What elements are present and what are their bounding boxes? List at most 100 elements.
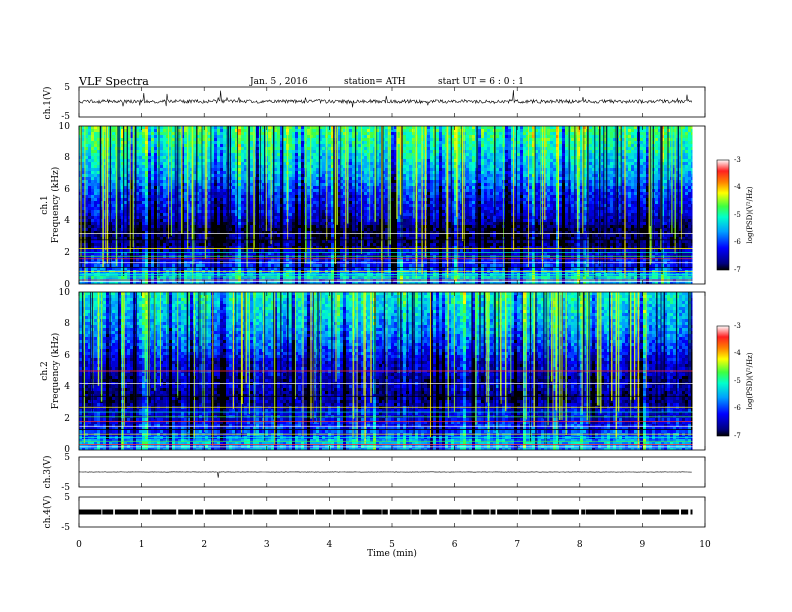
spectrogram-cell: [91, 201, 95, 205]
spectrogram-cell: [310, 225, 314, 229]
spectrogram-cell: [166, 153, 170, 157]
spectrogram-cell: [139, 192, 143, 196]
spectrogram-cell: [280, 177, 284, 181]
spectrogram-cell: [94, 279, 98, 283]
spectrogram-cell: [121, 186, 125, 190]
spectrogram-cell: [268, 279, 272, 283]
spectrogram-cell: [148, 210, 152, 214]
spectrogram-cell: [232, 219, 236, 223]
spectrogram-cell: [214, 267, 218, 271]
spectrogram-cell: [118, 279, 122, 283]
spectrogram-cell: [343, 210, 347, 214]
spectrogram-cell: [97, 237, 101, 241]
spectrogram-cell: [352, 183, 356, 187]
spectrogram-cell: [280, 144, 284, 148]
spectrogram-cell: [238, 162, 242, 166]
spectrogram-cell: [154, 186, 158, 190]
spectrogram-cell: [349, 141, 353, 145]
spectrogram-cell: [214, 168, 218, 172]
spectrogram-cell: [181, 246, 185, 250]
spectrogram-cell: [181, 234, 185, 238]
spectrogram-cell: [124, 153, 128, 157]
spectrogram-cell: [244, 171, 248, 175]
spectrogram-cell: [328, 234, 332, 238]
spectrogram-cell: [340, 225, 344, 229]
spectrogram-cell: [316, 183, 320, 187]
spectrogram-cell: [316, 228, 320, 232]
spectrogram-cell: [352, 186, 356, 190]
spectrogram-cell: [154, 180, 158, 184]
spectrogram-cell: [145, 279, 149, 283]
spectrogram-cell: [328, 165, 332, 169]
spectrogram-cell: [148, 264, 152, 268]
spectrogram-cell: [292, 168, 296, 172]
spectrogram-cell: [220, 186, 224, 190]
spectrogram-cell: [244, 237, 248, 241]
spectrogram-cell: [250, 177, 254, 181]
spectrogram-cell: [322, 153, 326, 157]
spectrogram-cell: [274, 264, 278, 268]
spectrogram-cell: [271, 129, 275, 133]
spectrogram-cell: [166, 165, 170, 169]
spectrogram-cell: [292, 282, 296, 284]
spectrogram-cell: [322, 207, 326, 211]
spectrogram-cell: [310, 144, 314, 148]
spectrogram-cell: [178, 189, 182, 193]
spectrogram-cell: [238, 228, 242, 232]
spectrogram-cell: [166, 246, 170, 250]
spectrogram-cell: [322, 129, 326, 133]
spectrogram-cell: [304, 264, 308, 268]
spectrogram-cell: [292, 171, 296, 175]
spectrogram-cell: [289, 282, 293, 284]
spectrogram-cell: [265, 246, 269, 250]
spectrogram-cell: [118, 276, 122, 280]
spectrogram-cell: [82, 258, 86, 262]
spectrogram-cell: [319, 282, 323, 284]
spectrogram-cell: [313, 198, 317, 202]
spectrogram-cell: [271, 237, 275, 241]
spectrogram-cell: [214, 279, 218, 283]
spectrogram-cell: [199, 264, 203, 268]
spectrogram-cell: [148, 132, 152, 136]
spectrogram-cell: [289, 150, 293, 154]
spectrogram-cell: [133, 267, 137, 271]
spectrogram-cell: [316, 252, 320, 256]
spectrogram-cell: [169, 276, 173, 280]
spectrogram-cell: [121, 279, 125, 283]
spectrogram-cell: [220, 252, 224, 256]
spectrogram-cell: [205, 279, 209, 283]
spectrogram-cell: [196, 222, 200, 226]
spectrogram-cell: [298, 267, 302, 271]
spectrogram-cell: [223, 141, 227, 145]
spectrogram-cell: [277, 153, 281, 157]
spectrogram-cell: [211, 219, 215, 223]
spectrogram-cell: [337, 252, 341, 256]
spectrogram-cell: [211, 195, 215, 199]
spectrogram-cell: [85, 147, 89, 151]
spectrogram-cell: [307, 237, 311, 241]
spectrogram-cell: [223, 165, 227, 169]
spectrogram-cell: [322, 237, 326, 241]
spectrogram-cell: [112, 159, 116, 163]
spectrogram-cell: [358, 252, 362, 256]
spectrogram-cell: [250, 150, 254, 154]
spectrogram-cell: [319, 279, 323, 283]
spectrogram-cell: [202, 141, 206, 145]
spectrogram-cell: [214, 258, 218, 262]
spectrogram-cell: [277, 132, 281, 136]
spectrogram-cell: [343, 240, 347, 244]
spectrogram-cell: [100, 216, 104, 220]
spectrogram-cell: [187, 267, 191, 271]
spectrogram-cell: [124, 156, 128, 160]
spectrogram-cell: [298, 225, 302, 229]
spectrogram-cell: [100, 192, 104, 196]
spectrogram-cell: [163, 249, 167, 253]
spectrogram-cell: [100, 237, 104, 241]
spectrogram-cell: [154, 189, 158, 193]
spectrogram-cell: [151, 249, 155, 253]
spectrogram-cell: [154, 195, 158, 199]
spectrogram-cell: [235, 201, 239, 205]
spectrogram-cell: [244, 147, 248, 151]
spectrogram-cell: [112, 165, 116, 169]
spectrogram-cell: [268, 201, 272, 205]
